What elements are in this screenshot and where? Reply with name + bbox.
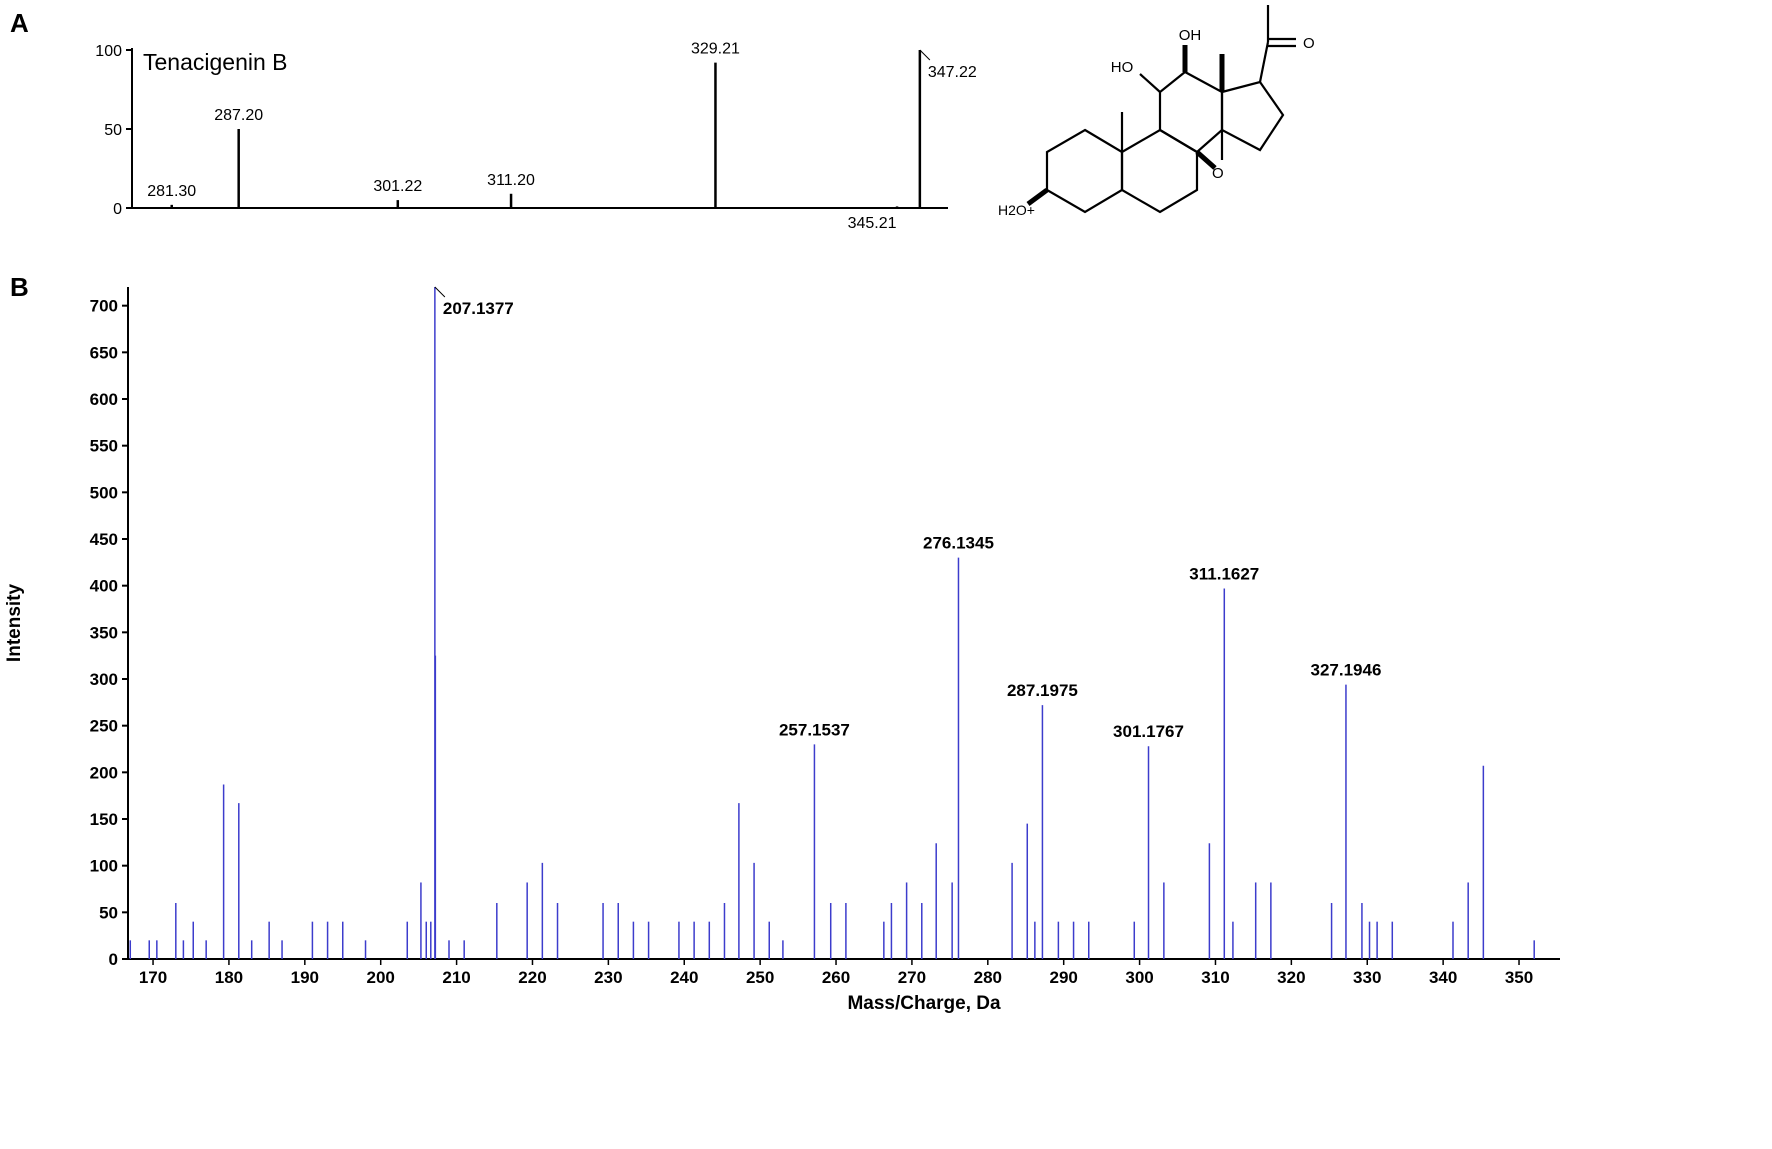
y-tick-label: 250 xyxy=(90,717,118,736)
y-tick-label: 600 xyxy=(90,390,118,409)
y-tick-label: 200 xyxy=(90,763,118,782)
x-tick-label: 350 xyxy=(1505,968,1533,987)
x-tick-label: 170 xyxy=(139,968,167,987)
y-tick-label: 400 xyxy=(90,577,118,596)
x-tick-label: 270 xyxy=(898,968,926,987)
peak-label: 287.1975 xyxy=(1007,681,1078,700)
x-tick-label: 310 xyxy=(1201,968,1229,987)
x-tick-label: 210 xyxy=(442,968,470,987)
x-tick-label: 330 xyxy=(1353,968,1381,987)
x-tick-label: 260 xyxy=(822,968,850,987)
y-tick-label: 550 xyxy=(90,437,118,456)
y-tick-label: 300 xyxy=(90,670,118,689)
x-tick-label: 230 xyxy=(594,968,622,987)
peak-label: 301.1767 xyxy=(1113,722,1184,741)
atom-label: H2O+ xyxy=(998,202,1035,218)
label-leader xyxy=(919,49,931,61)
panel-label: B xyxy=(10,272,29,302)
y-tick-label: 100 xyxy=(90,857,118,876)
ring xyxy=(1045,128,1124,214)
y-tick-label: 150 xyxy=(90,810,118,829)
y-tick-label: 50 xyxy=(99,903,118,922)
peak-label: 301.22 xyxy=(373,178,422,195)
peak-label: 281.30 xyxy=(147,183,196,200)
y-axis-title: Intensity xyxy=(4,584,25,663)
y-tick-label: 100 xyxy=(95,43,122,60)
peak-label: 327.1946 xyxy=(1311,661,1382,680)
x-tick-label: 290 xyxy=(1050,968,1078,987)
atom-label: O xyxy=(1212,165,1224,182)
peak-label: 287.20 xyxy=(214,107,263,124)
bond xyxy=(1258,41,1270,83)
y-tick-label: 0 xyxy=(109,950,118,969)
y-tick-label: 650 xyxy=(90,343,118,362)
y-tick-label: 0 xyxy=(113,201,122,218)
atom-label: O xyxy=(1303,35,1315,52)
bond xyxy=(1026,187,1049,207)
x-tick-label: 320 xyxy=(1277,968,1305,987)
peak-label: 207.1377 xyxy=(443,299,514,318)
x-axis-title: Mass/Charge, Da xyxy=(847,993,1001,1014)
atom-label: OH xyxy=(1179,27,1202,44)
x-tick-label: 180 xyxy=(215,968,243,987)
peak-label: 347.22 xyxy=(928,64,977,81)
label-leader xyxy=(434,286,446,298)
ring xyxy=(1220,80,1285,152)
x-tick-label: 220 xyxy=(518,968,546,987)
x-tick-label: 190 xyxy=(291,968,319,987)
x-tick-label: 200 xyxy=(367,968,395,987)
atom-label: HO xyxy=(1111,59,1134,76)
x-tick-label: 250 xyxy=(746,968,774,987)
ring xyxy=(1120,128,1199,214)
peak-label: 329.21 xyxy=(691,41,740,58)
y-tick-label: 500 xyxy=(90,483,118,502)
y-tick-label: 50 xyxy=(104,122,122,139)
peak-label: 311.1627 xyxy=(1189,564,1259,583)
x-tick-label: 340 xyxy=(1429,968,1457,987)
peak-label: 345.21 xyxy=(848,215,897,232)
panel-label: A xyxy=(10,8,29,38)
molecule-structure: OH HO O O H2O+ xyxy=(998,5,1315,218)
x-tick-label: 300 xyxy=(1125,968,1153,987)
x-tick-label: 240 xyxy=(670,968,698,987)
peak-label: 276.1345 xyxy=(923,534,994,553)
peak-label: 311.20 xyxy=(487,172,535,189)
peak-label: 257.1537 xyxy=(779,720,850,739)
annotation: Tenacigenin B xyxy=(143,49,288,75)
y-tick-label: 700 xyxy=(90,297,118,316)
x-tick-label: 280 xyxy=(974,968,1002,987)
bond xyxy=(1195,150,1217,170)
y-tick-label: 450 xyxy=(90,530,118,549)
y-tick-label: 350 xyxy=(90,623,118,642)
bond xyxy=(1139,73,1161,93)
ring xyxy=(1158,70,1224,154)
